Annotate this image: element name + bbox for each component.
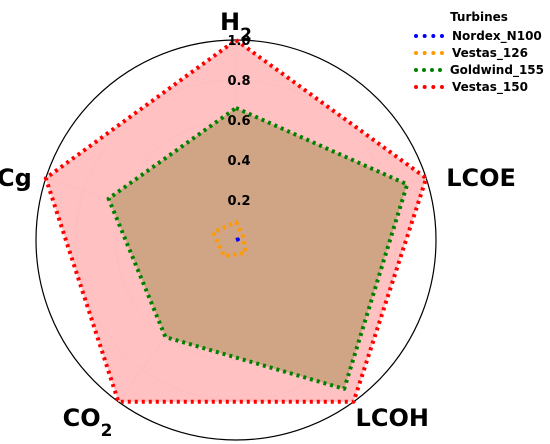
- legend-item: Nordex_N100: [414, 27, 544, 44]
- radial-tick-label: 0.6: [227, 114, 250, 129]
- series-line-vestas-126: [211, 220, 248, 259]
- radial-tick-label: 0.2: [227, 194, 250, 209]
- radial-tick-label: 0.8: [227, 74, 250, 89]
- series-fill-goldwind-155: [108, 108, 408, 389]
- radial-tick-labels: 0.2 0.4 0.6 0.8 1.0: [227, 34, 250, 209]
- axis-label-co2: CO2: [63, 404, 113, 441]
- legend-item: Goldwind_155: [414, 61, 544, 78]
- legend-label: Vestas_126: [452, 45, 528, 60]
- legend-label: Goldwind_155: [449, 62, 544, 77]
- legend-label: Nordex_N100: [452, 28, 542, 43]
- legend-swatch: [414, 33, 444, 38]
- radial-tick-label: 0.4: [227, 154, 250, 169]
- axis-label-h2: H2: [220, 8, 252, 45]
- series-lines: [43, 38, 429, 404]
- legend-item: Vestas_150: [414, 78, 544, 95]
- legend-swatch: [414, 50, 444, 55]
- axis-label-lcoh: LCOH: [356, 404, 429, 432]
- legend-swatch: [414, 84, 444, 89]
- legend-label: Vestas_150: [452, 79, 528, 94]
- radial-tick-label: 1.0: [227, 34, 250, 49]
- series-line-goldwind-155: [106, 106, 410, 391]
- axis-label-ccg: CCg: [0, 164, 32, 192]
- axis-label-lcoe: LCOE: [446, 164, 516, 192]
- series-line-nordex-n100: [234, 237, 240, 242]
- legend: Turbines Nordex_N100 Vestas_126 Goldwind_1…: [414, 10, 544, 95]
- legend-swatch: [414, 67, 442, 72]
- legend-title: Turbines: [450, 10, 508, 24]
- axis-labels: H2 LCOE LCOH CO2 CCg: [0, 8, 516, 441]
- legend-item: Vestas_126: [414, 44, 544, 61]
